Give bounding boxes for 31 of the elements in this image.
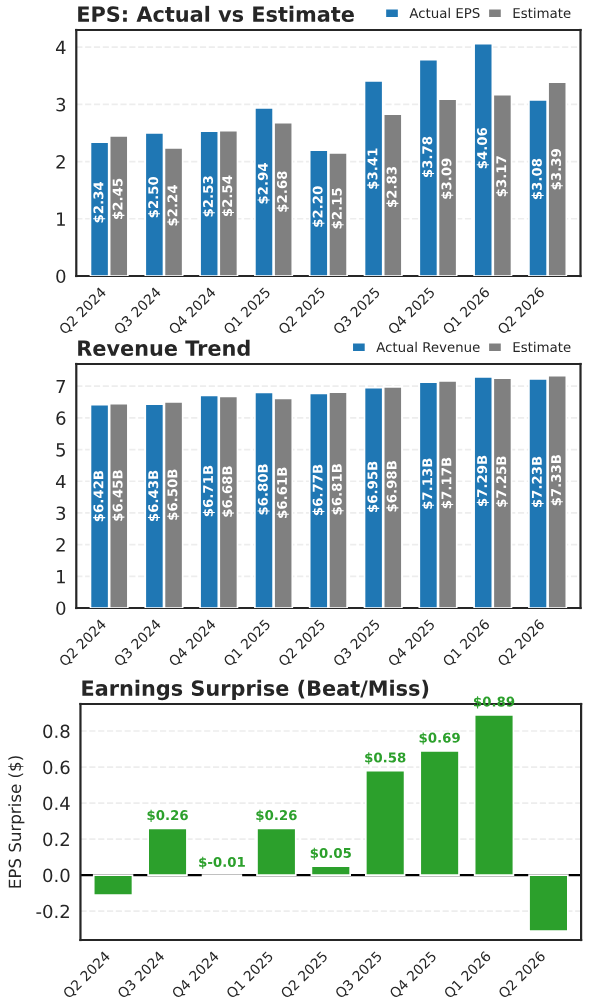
y-tick-label: 0.6 <box>43 760 70 775</box>
y-tick-label: 4 <box>55 40 66 55</box>
y-tick-label: 0.0 <box>43 868 70 883</box>
y-tick-label: -0.2 <box>36 904 69 919</box>
y-tick-label: 1 <box>57 570 65 584</box>
y-tick-label: 5 <box>56 443 65 457</box>
bar <box>310 865 352 876</box>
bar <box>473 713 515 876</box>
y-tick-label: 4 <box>55 474 66 489</box>
chart-title: EPS: Actual vs Estimate <box>78 5 354 22</box>
y-tick-label: 6 <box>56 411 66 425</box>
bar <box>528 874 569 932</box>
bar <box>256 827 297 876</box>
bar <box>147 827 188 876</box>
bar <box>364 769 406 876</box>
y-tick-label: 0.8 <box>43 724 70 739</box>
bar <box>419 750 460 876</box>
y-tick-label: 0.2 <box>43 832 69 847</box>
y-tick-label: 0 <box>56 601 66 616</box>
y-tick-label: 2 <box>56 538 65 552</box>
y-tick-label: 3 <box>56 97 66 112</box>
y-tick-label: 0.4 <box>43 796 70 811</box>
bar <box>92 874 134 896</box>
y-axis-title: EPS Surprise ($) <box>8 756 25 888</box>
chart-title: Earnings Surprise (Beat/Miss) <box>82 679 429 701</box>
chart-title: Revenue Trend <box>78 339 250 356</box>
y-tick-label: 3 <box>56 506 66 521</box>
y-tick-label: 0 <box>56 269 66 284</box>
y-tick-label: 7 <box>56 379 66 394</box>
y-tick-label: 2 <box>56 155 65 169</box>
y-tick-label: 1 <box>57 212 65 226</box>
